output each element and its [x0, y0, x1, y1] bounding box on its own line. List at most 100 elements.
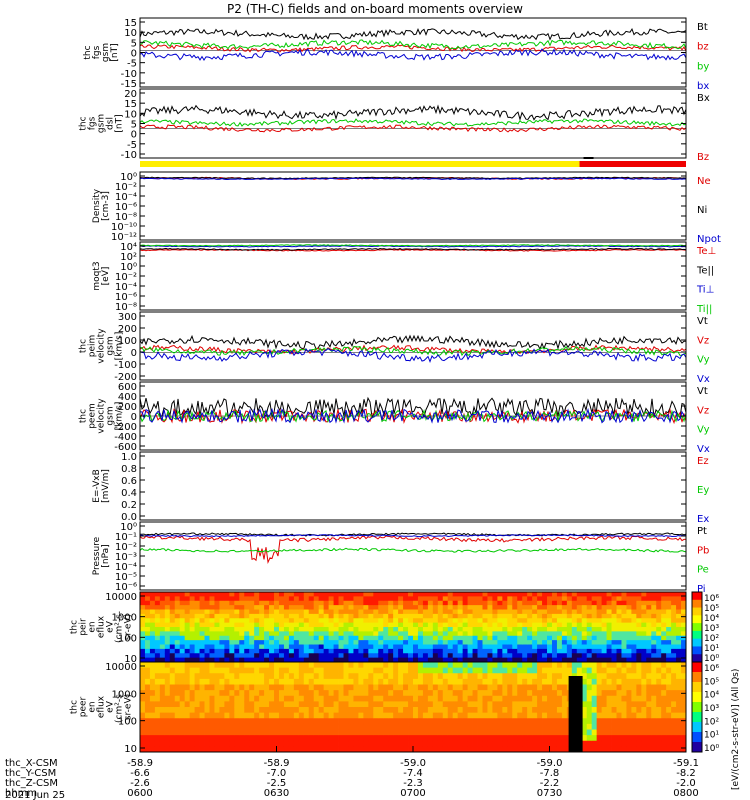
heatmap-cell	[323, 622, 330, 628]
heatmap-cell	[259, 735, 265, 742]
heatmap-cell	[264, 667, 270, 674]
heatmap-cell	[522, 640, 528, 645]
ytick-label: 15	[124, 99, 137, 110]
heatmap-cell	[522, 622, 528, 628]
heatmap-cell	[551, 592, 558, 597]
heatmap-cell	[194, 695, 200, 702]
heatmap-cell	[462, 648, 468, 654]
heatmap-cell	[259, 653, 265, 659]
heatmap-cell	[154, 667, 161, 674]
heatmap-cell	[259, 662, 265, 669]
colorbar-segment	[692, 662, 702, 673]
heatmap-cell	[313, 662, 320, 669]
heatmap-cell	[527, 631, 533, 637]
heatmap-cell	[140, 701, 146, 708]
heatmap-cell	[532, 707, 538, 714]
heatmap-cell	[318, 627, 325, 632]
heatmap-cell	[219, 609, 225, 615]
heatmap-cell	[159, 690, 166, 697]
heatmap-cell	[219, 596, 225, 602]
heatmap-cell	[353, 684, 359, 691]
heatmap-cell	[586, 640, 593, 645]
heatmap-cell	[244, 592, 250, 597]
heatmap-cell	[393, 648, 399, 654]
heatmap-cell	[254, 729, 260, 736]
heatmap-cell	[204, 596, 210, 602]
heatmap-cell	[547, 648, 553, 654]
heatmap-cell	[234, 622, 240, 628]
heatmap-cell	[249, 631, 255, 637]
heatmap-cell	[581, 684, 588, 691]
colorbar-label: [eV/(cm2-s-str-eV)] (All Qs)	[731, 669, 741, 790]
heatmap-cell	[487, 618, 493, 624]
heatmap-cell	[214, 673, 220, 680]
heatmap-cell	[154, 662, 161, 669]
heatmap-cell	[234, 662, 240, 669]
heatmap-cell	[556, 712, 563, 719]
heatmap-cell	[140, 600, 146, 606]
heatmap-cell	[591, 631, 598, 637]
heatmap-cell	[169, 662, 176, 669]
heatmap-cell	[249, 684, 255, 691]
heatmap-cell	[457, 635, 464, 641]
heatmap-cell	[551, 648, 558, 654]
heatmap-cell	[601, 673, 607, 680]
heatmap-cell	[209, 729, 215, 736]
heatmap-cell	[209, 712, 215, 719]
heatmap-cell	[249, 648, 255, 654]
heatmap-cell	[388, 596, 394, 602]
heatmap-cell	[303, 662, 310, 669]
heatmap-cell	[512, 613, 518, 619]
heatmap-cell	[308, 740, 315, 747]
heatmap-cell	[199, 622, 205, 628]
heatmap-cell	[566, 648, 573, 654]
heatmap-cell	[214, 609, 220, 615]
heatmap-cell	[333, 618, 339, 624]
heatmap-cell	[591, 605, 598, 610]
heatmap-cell	[472, 631, 478, 637]
heatmap-cell	[333, 662, 339, 669]
heatmap-cell	[169, 723, 176, 730]
heatmap-cell	[159, 605, 166, 610]
heatmap-cell	[259, 723, 265, 730]
heatmap-cell	[353, 701, 359, 708]
ytick-label: 200	[118, 402, 137, 413]
heatmap-cell	[259, 690, 265, 697]
heatmap-cell	[507, 707, 513, 714]
heatmap-cell	[631, 653, 637, 659]
heatmap-cell	[527, 740, 533, 747]
heatmap-cell	[229, 740, 235, 747]
heatmap-cell	[452, 740, 459, 747]
heatmap-cell	[532, 673, 538, 680]
panel-frame-efield	[139, 451, 687, 521]
heatmap-cell	[249, 600, 255, 606]
heatmap-cell	[378, 707, 384, 714]
svg-text:[mV/m]: [mV/m]	[101, 469, 111, 503]
heatmap-cell	[626, 667, 632, 674]
heatmap-cell	[229, 622, 235, 628]
svg-text:sr-eV): sr-eV)	[124, 614, 134, 640]
heatmap-cell	[676, 684, 682, 691]
heatmap-cell	[174, 648, 181, 654]
heatmap-cell	[254, 707, 260, 714]
heatmap-cell	[293, 729, 300, 736]
heatmap-cell	[681, 746, 687, 753]
heatmap-cell	[388, 746, 394, 753]
svg-text:(cm²-s-: (cm²-s-	[115, 691, 125, 723]
heatmap-cell	[209, 673, 215, 680]
heatmap-cell	[472, 609, 478, 615]
heatmap-cell	[462, 622, 468, 628]
heatmap-cell	[671, 622, 677, 628]
heatmap-cell	[184, 627, 191, 632]
heatmap-cell	[472, 592, 478, 597]
heatmap-cell	[293, 746, 300, 753]
heatmap-cell	[517, 618, 523, 624]
heatmap-cell	[199, 707, 205, 714]
heatmap-cell	[179, 644, 186, 650]
heatmap-cell	[551, 723, 558, 730]
heatmap-cell	[527, 613, 533, 619]
heatmap-cell	[328, 746, 334, 753]
heatmap-cell	[502, 605, 508, 610]
heatmap-cell	[298, 596, 305, 602]
heatmap-cell	[512, 631, 518, 637]
